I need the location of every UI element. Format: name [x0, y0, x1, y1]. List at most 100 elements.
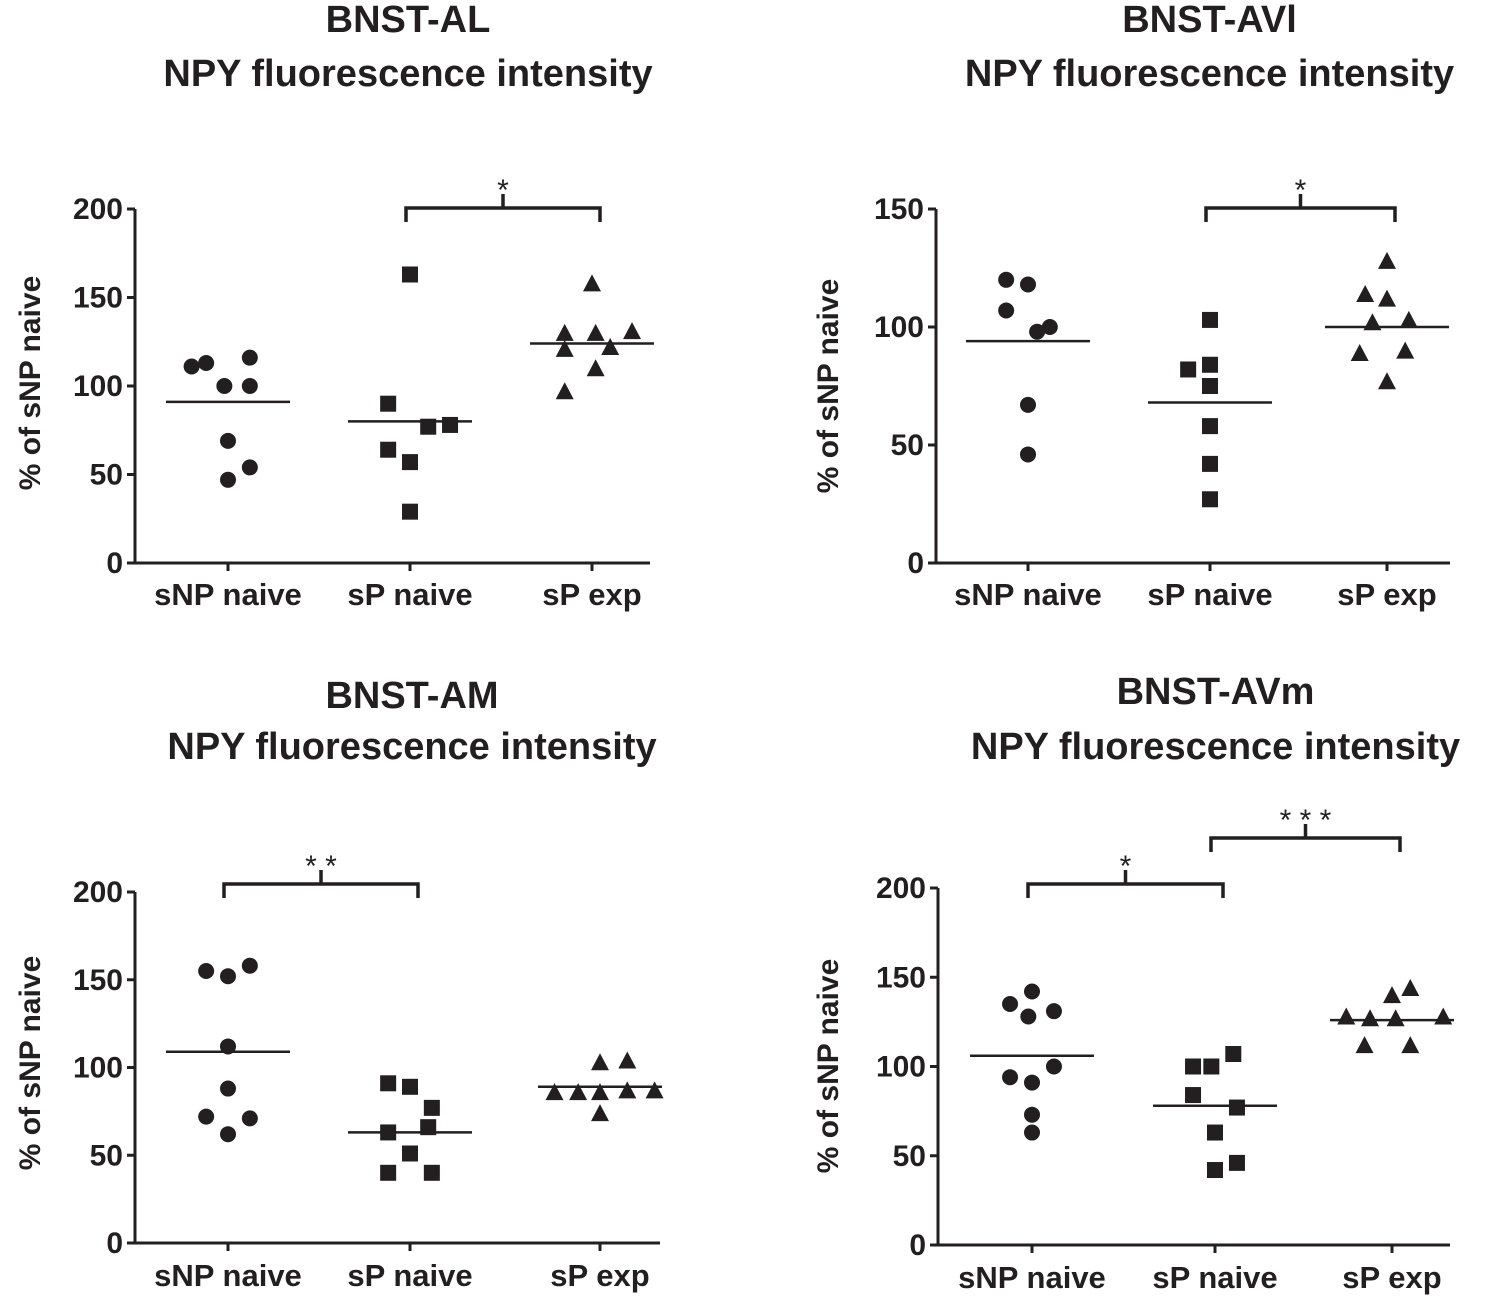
chart-title: BNST-AL [325, 0, 491, 41]
y-tick-label: 0 [909, 1229, 926, 1262]
panel-bnst-avl: BNST-AVl NPY fluorescence intensity 0 50 1… [760, 0, 1503, 640]
data-point-square [402, 1145, 418, 1162]
x-tick-label: sP exp [1342, 1260, 1441, 1295]
data-point-triangle [1350, 343, 1369, 361]
data-point-triangle [586, 359, 605, 377]
x-tick-label: sP naive [347, 577, 472, 612]
data-point-square [1207, 1162, 1223, 1179]
data-point-triangle [618, 1051, 637, 1069]
data-point-triangle [1401, 978, 1420, 996]
data-point-square [1202, 491, 1218, 508]
data-point-triangle [1396, 341, 1415, 359]
y-tick-label: 0 [907, 547, 924, 580]
data-point-square [380, 395, 397, 412]
chart-title: BNST-AVm [1116, 671, 1315, 713]
y-tick-label: 150 [874, 193, 924, 226]
data-point-circle [1024, 1106, 1040, 1123]
data-point-circle [1020, 446, 1036, 463]
data-point-square [380, 441, 397, 458]
significance-bracket [404, 206, 602, 222]
y-tick-label: 100 [73, 1052, 123, 1085]
significance-bracket [1204, 206, 1397, 222]
y-tick-label: 150 [73, 964, 123, 997]
y-tick-label: 100 [73, 370, 123, 403]
data-point-square [402, 1078, 418, 1095]
data-point-triangle [1386, 1009, 1405, 1027]
data-point-triangle [1356, 284, 1375, 302]
data-point-circle [198, 1108, 215, 1125]
data-point-triangle [555, 323, 574, 341]
data-point-circle [1002, 996, 1019, 1013]
data-point-triangle [1378, 372, 1396, 390]
y-tick-label: 150 [73, 282, 123, 315]
data-point-circle [198, 962, 215, 979]
data-point-triangle [591, 1083, 609, 1101]
significance-bracket [222, 882, 420, 898]
x-tick-label: sP exp [542, 577, 641, 612]
data-point-square [1207, 1124, 1223, 1141]
data-point-circle [216, 378, 233, 394]
significance-bracket [1026, 882, 1225, 898]
data-point-square [1202, 378, 1218, 394]
y-tick-label: 200 [73, 193, 123, 226]
data-point-square [1228, 1154, 1245, 1171]
y-tick-label: 50 [893, 1140, 926, 1173]
data-point-circle [198, 354, 215, 371]
data-point-circle [998, 271, 1015, 288]
significance-label: * [497, 174, 509, 207]
y-tick-label: 0 [106, 1227, 123, 1260]
y-tick-label: 0 [106, 547, 123, 580]
data-point-circle [220, 1080, 236, 1097]
data-point-circle [220, 471, 236, 488]
significance-bracket [1209, 836, 1402, 852]
data-point-square [380, 1164, 397, 1181]
data-point-triangle [591, 1053, 609, 1071]
data-point-triangle [1399, 310, 1418, 328]
data-point-square [423, 1164, 440, 1181]
chart-title: BNST-AVl [1122, 0, 1297, 41]
data-point-circle [241, 378, 258, 394]
data-point-circle [1024, 1074, 1040, 1091]
x-tick-label: sP naive [347, 1258, 472, 1293]
scatter-plot: 0 50 100 150 200 sNP naive sP naive sP exp % of … [14, 174, 654, 612]
data-point-square [1228, 1099, 1245, 1116]
data-point-square [380, 1075, 397, 1092]
y-axis-label: % of sNP naive [812, 959, 845, 1174]
x-tick-label: sNP naive [958, 1260, 1106, 1295]
data-point-square [420, 418, 437, 435]
data-point-square [1203, 1058, 1220, 1075]
x-tick-label: sP exp [1337, 577, 1436, 612]
data-point-triangle [1378, 289, 1396, 307]
data-point-square [423, 1099, 440, 1116]
x-tick-label: sP exp [550, 1258, 649, 1293]
data-point-triangle [618, 1081, 637, 1099]
data-point-triangle [1434, 1007, 1453, 1025]
data-point-circle [1045, 1003, 1062, 1020]
data-point-triangle [623, 322, 642, 340]
x-tick-label: sNP naive [954, 577, 1102, 612]
data-point-circle [1020, 1008, 1037, 1025]
y-tick-label: 50 [891, 429, 924, 462]
data-point-circle [1024, 1124, 1040, 1141]
data-point-circle [241, 349, 258, 366]
data-point-circle [183, 358, 200, 375]
scatter-plot: 0 50 100 150 sNP naive sP naive sP exp % of sNP… [812, 174, 1450, 612]
data-point-square [402, 266, 418, 283]
data-point-circle [1020, 396, 1036, 413]
data-point-square [1225, 1046, 1242, 1063]
chart-subtitle: NPY fluorescence intensity [163, 53, 653, 95]
chart-subtitle: NPY fluorescence intensity [964, 53, 1455, 95]
data-point-square [1202, 455, 1218, 472]
data-point-square [442, 416, 459, 433]
data-point-triangle [569, 1083, 588, 1101]
data-point-circle [1024, 983, 1040, 1000]
data-point-square [1185, 1058, 1202, 1075]
data-point-square [380, 1124, 397, 1141]
data-point-circle [1029, 323, 1046, 340]
data-point-triangle [555, 339, 574, 357]
data-point-triangle [645, 1081, 664, 1099]
data-point-circle [1002, 1069, 1019, 1086]
x-tick-label: sNP naive [154, 577, 302, 612]
y-axis-label: % of sNP naive [14, 956, 47, 1171]
data-point-square [1202, 418, 1218, 435]
